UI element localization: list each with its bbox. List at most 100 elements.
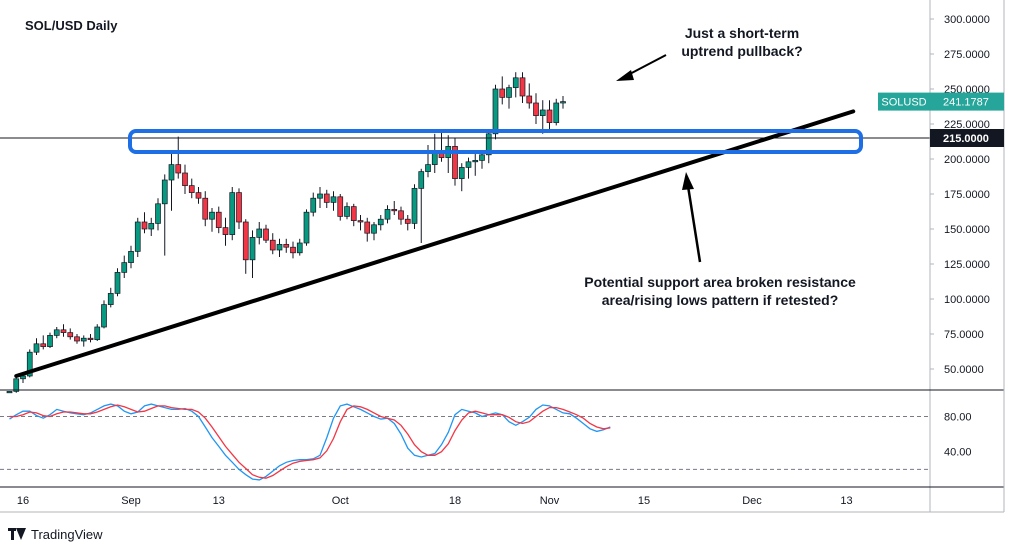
- candle-body: [310, 197, 317, 213]
- candle-body: [499, 88, 506, 98]
- candle-body: [209, 211, 215, 220]
- annotation-line: uptrend pullback?: [681, 43, 802, 59]
- candle-body: [128, 251, 134, 263]
- candle-body: [560, 101, 566, 104]
- annotation-pullback: Just a short-term uptrend pullback?: [681, 25, 802, 59]
- candle-body: [411, 188, 418, 224]
- candle-body: [20, 375, 26, 380]
- y-tick-label: 225.0000: [944, 119, 990, 131]
- axes: 300.0000275.0000250.0000225.0000200.0000…: [0, 0, 1005, 513]
- candle-body: [276, 244, 283, 251]
- y-tick-label: 50.0000: [944, 364, 984, 376]
- candle-body: [168, 164, 175, 181]
- x-tick-label: 16: [17, 495, 29, 507]
- candle-body: [317, 193, 323, 199]
- candle-body: [256, 228, 263, 238]
- candle-body: [13, 378, 20, 392]
- y-tick-label: 275.0000: [944, 49, 990, 61]
- x-tick-label: Sep: [121, 495, 141, 507]
- rising-trendline: [14, 109, 856, 378]
- candle-body: [114, 272, 121, 294]
- support-resistance-zone: [128, 129, 863, 154]
- arrow-head: [616, 70, 634, 81]
- stoch-d-line: [9, 404, 611, 479]
- candle-body: [357, 220, 364, 223]
- candle-body: [40, 343, 47, 347]
- candle-body: [418, 171, 425, 189]
- candle-body: [229, 192, 236, 235]
- candle-body: [60, 329, 67, 333]
- candle-body: [26, 351, 33, 377]
- candle-body: [80, 337, 87, 342]
- candle-body: [479, 154, 485, 161]
- candle-body: [33, 343, 40, 353]
- annotation-line: Potential support area broken resistance: [584, 274, 856, 290]
- y-tick-label: 150.0000: [944, 224, 990, 236]
- tradingview-icon: [8, 528, 26, 540]
- x-tick-label: Oct: [332, 495, 349, 507]
- candle-body: [134, 221, 141, 252]
- candle-body: [195, 192, 202, 199]
- symbol-tag: [878, 92, 930, 111]
- x-tick-label: Nov: [540, 495, 560, 507]
- y-tick-label: 100.0000: [944, 294, 990, 306]
- x-tick-label: Dec: [742, 495, 762, 507]
- annotation-line: area/rising lows pattern if retested?: [602, 292, 839, 308]
- candle-body: [222, 227, 229, 235]
- brand-name: TradingView: [31, 526, 103, 542]
- candle-body: [6, 391, 13, 394]
- candles: [6, 72, 566, 394]
- candle-body: [67, 332, 74, 338]
- candle-body: [350, 206, 357, 221]
- candle-body: [249, 237, 256, 261]
- y-tick-label: 125.0000: [944, 259, 990, 271]
- x-tick-label: 18: [449, 495, 461, 507]
- candle-body: [398, 210, 404, 220]
- candle-body: [94, 326, 101, 340]
- candle-body: [458, 167, 465, 179]
- candle-body: [303, 211, 310, 244]
- drawings: [0, 109, 930, 378]
- candle-body: [87, 337, 94, 340]
- candle-body: [425, 164, 431, 172]
- candle-body: [404, 218, 411, 224]
- candle-body: [74, 336, 80, 342]
- candle-body: [236, 192, 242, 223]
- candle-body: [506, 87, 512, 98]
- candle-body: [101, 304, 107, 328]
- candle-body: [141, 221, 148, 230]
- x-tick-label: 15: [638, 495, 650, 507]
- candle-body: [53, 329, 60, 336]
- stoch-k-line: [9, 403, 611, 481]
- candle-body: [175, 164, 182, 174]
- candle-body: [148, 223, 155, 230]
- candle-body: [107, 293, 114, 305]
- stoch-tick-label: 80.00: [944, 411, 972, 423]
- annotation-support: Potential support area broken resistance…: [584, 274, 856, 308]
- tradingview-logo[interactable]: TradingView: [8, 525, 103, 543]
- candle-body: [492, 88, 499, 135]
- candle-body: [242, 221, 249, 261]
- y-tick-label: 175.0000: [944, 189, 990, 201]
- candle-body: [161, 179, 168, 205]
- candle-body: [512, 77, 519, 88]
- level-price-label: 215.0000: [943, 133, 989, 145]
- y-tick-label: 300.0000: [944, 14, 990, 26]
- candle-body: [533, 102, 539, 116]
- annotation-line: Just a short-term: [685, 25, 799, 41]
- candle-body: [330, 196, 337, 203]
- annotations: Just a short-term uptrend pullback? Potent…: [584, 25, 856, 308]
- last-price-label: 241.1787: [943, 97, 989, 109]
- candle-body: [384, 209, 391, 220]
- stoch-tick-label: 40.00: [944, 447, 972, 459]
- symbol-tag-label: SOLUSD: [881, 97, 926, 109]
- candle-body: [263, 228, 269, 241]
- arrow-shaft: [686, 185, 702, 263]
- candle-body: [472, 160, 479, 163]
- candle-body: [215, 211, 222, 228]
- arrow-head: [682, 172, 694, 190]
- candle-body: [121, 262, 128, 273]
- candle-body: [485, 133, 492, 156]
- candle-body: [546, 109, 553, 123]
